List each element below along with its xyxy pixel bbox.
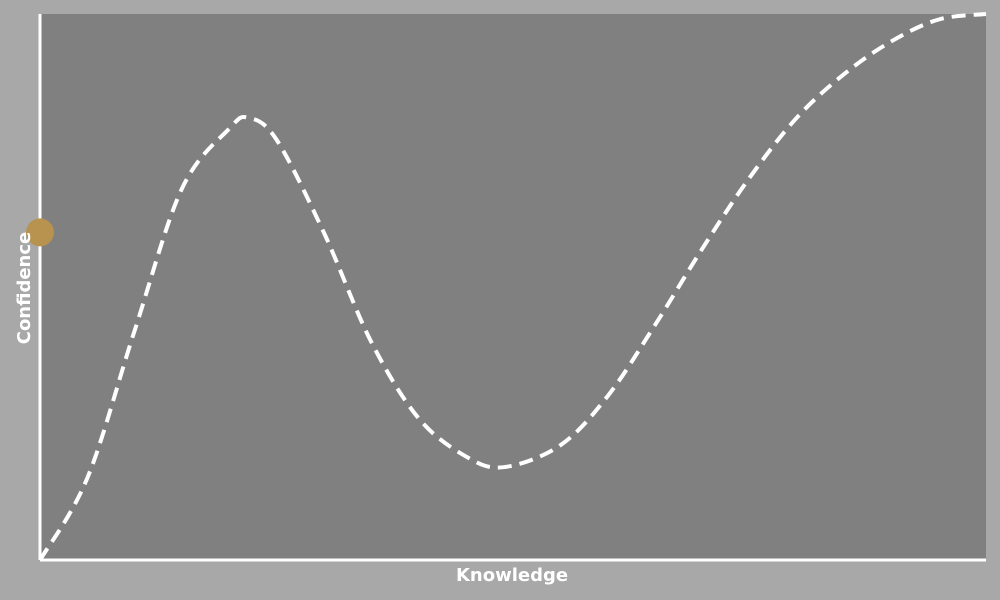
plot-area [40,14,986,560]
y-axis-label: Confidence [14,232,35,345]
confidence-curve [38,12,987,562]
position-marker [26,218,54,247]
x-axis-label: Knowledge [456,565,568,586]
